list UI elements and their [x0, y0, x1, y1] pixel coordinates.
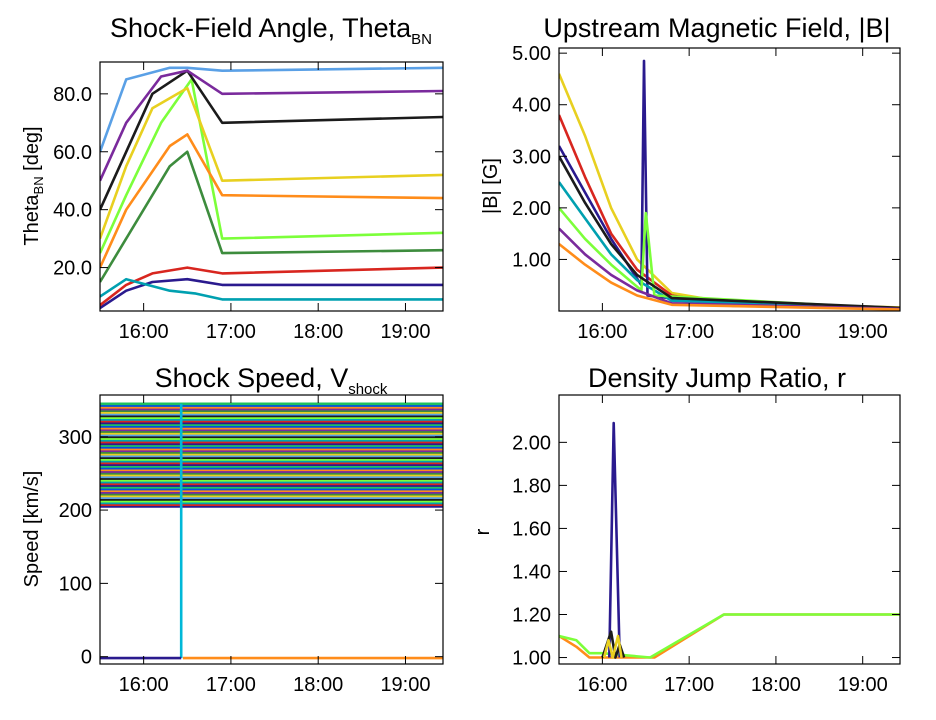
series-line — [100, 266, 443, 307]
bfield-title: Upstream Magnetic Field, |B| — [543, 13, 890, 43]
y-tick-label: 40.0 — [53, 200, 92, 222]
y-tick-label: 1.40 — [512, 561, 551, 583]
series-line — [559, 613, 900, 659]
y-tick-label: 1.00 — [512, 249, 551, 271]
y-tick-label: 1.80 — [512, 475, 551, 497]
x-tick-label: 16:00 — [577, 321, 627, 343]
series-line — [100, 69, 443, 182]
y-tick-label: 300 — [59, 427, 92, 449]
x-tick-label: 17:00 — [206, 674, 256, 696]
vshock-title: Shock Speed, Vshock — [155, 363, 388, 398]
theta-ylabel: ThetaBN [deg] — [21, 126, 46, 245]
vshock-plot-area: 16:00 17:00 18:00 19:00 0 100 200 300 — [59, 394, 444, 696]
y-tick-label: 20.0 — [53, 258, 92, 280]
plot-frame — [99, 394, 444, 665]
plot-frame — [558, 47, 901, 312]
y-tick-label: 4.00 — [512, 95, 551, 117]
series-line — [100, 150, 443, 283]
x-tick-label: 17:00 — [664, 674, 714, 696]
series-line — [559, 73, 900, 309]
series-line — [100, 86, 443, 240]
x-tick-label: 19:00 — [380, 321, 430, 343]
y-tick-label: 1.60 — [512, 518, 551, 540]
x-tick-label: 18:00 — [751, 321, 801, 343]
x-tick-label: 18:00 — [293, 321, 343, 343]
series-line — [100, 69, 443, 211]
density-plot-area: 16:00 17:00 18:00 19:00 1.00 1.20 1.40 1.60 1.80… — [512, 394, 901, 696]
series-line — [100, 277, 443, 301]
series-line — [559, 114, 900, 310]
bfield-ylabel: |B| [G] — [480, 158, 502, 214]
x-tick-label: 16:00 — [119, 321, 169, 343]
x-tick-label: 19:00 — [380, 674, 430, 696]
y-tick-label: 5.00 — [512, 43, 551, 65]
y-tick-label: 60.0 — [53, 142, 92, 164]
series-line — [100, 66, 443, 153]
theta-title: Shock-Field Angle, ThetaBN — [110, 13, 432, 48]
x-tick-label: 19:00 — [838, 674, 888, 696]
plot-frame — [558, 394, 901, 665]
x-tick-label: 17:00 — [664, 321, 714, 343]
series-line — [559, 59, 900, 310]
y-tick-label: 80.0 — [53, 84, 92, 106]
x-tick-label: 18:00 — [293, 674, 343, 696]
y-tick-label: 200 — [59, 500, 92, 522]
y-tick-label: 1.00 — [512, 648, 551, 670]
plot-frame — [99, 61, 444, 312]
x-tick-label: 18:00 — [751, 674, 801, 696]
density-title: Density Jump Ratio, r — [588, 363, 846, 393]
bfield-plot-area: 16:00 17:00 18:00 19:00 1.00 2.00 3.00 4.00 5.00 — [512, 43, 901, 343]
series-line — [100, 133, 443, 269]
panel-theta: Shock-Field Angle, ThetaBN ThetaBN [deg]… — [21, 13, 444, 343]
y-tick-label: 2.00 — [512, 432, 551, 454]
panel-vshock: Shock Speed, Vshock Speed [km/s] 16:00 17… — [21, 363, 444, 696]
x-tick-label: 19:00 — [838, 321, 888, 343]
x-tick-label: 16:00 — [119, 674, 169, 696]
x-tick-label: 16:00 — [577, 674, 627, 696]
y-tick-label: 3.00 — [512, 146, 551, 168]
series-line — [559, 242, 900, 311]
series-line — [559, 207, 900, 311]
series-line — [602, 634, 623, 659]
panel-bfield: Upstream Magnetic Field, |B| |B| [G] 16:… — [480, 13, 901, 343]
series-line — [100, 277, 443, 310]
theta-plot-area: 16:00 17:00 18:00 19:00 20.0 40.0 60.0 80.0 — [53, 61, 444, 343]
vshock-ylabel: Speed [km/s] — [21, 471, 43, 588]
y-tick-label: 2.00 — [512, 198, 551, 220]
x-tick-label: 17:00 — [206, 321, 256, 343]
series-line — [559, 181, 900, 310]
series-line — [608, 421, 621, 658]
panel-density: Density Jump Ratio, r r 16:00 17:00 18:00 1… — [472, 363, 901, 696]
y-tick-label: 1.20 — [512, 605, 551, 627]
density-ylabel: r — [472, 528, 494, 535]
series-line — [100, 78, 443, 254]
y-tick-label: 0 — [81, 647, 92, 669]
series-line — [559, 155, 900, 310]
series-line — [559, 227, 900, 311]
y-tick-label: 100 — [59, 573, 92, 595]
